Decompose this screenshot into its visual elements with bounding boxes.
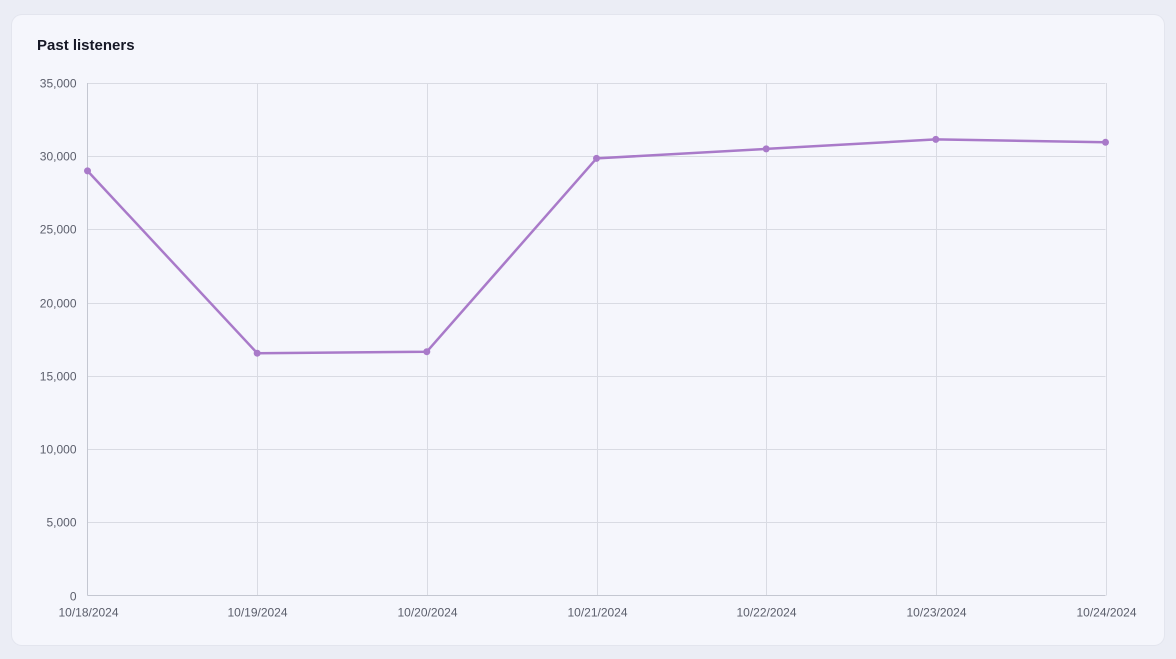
y-tick-label: 10,000 bbox=[40, 443, 77, 457]
data-point bbox=[1102, 138, 1109, 146]
x-tick-label: 10/22/2024 bbox=[736, 606, 796, 620]
series-line bbox=[86, 138, 1107, 355]
x-tick-label: 10/20/2024 bbox=[397, 606, 457, 620]
listeners-line-chart: 0 5,000 10,000 15,000 20,000 25,000 30,000 35,0… bbox=[40, 77, 1137, 620]
y-tick-label: 0 bbox=[70, 590, 77, 604]
chart-series bbox=[84, 135, 1109, 357]
y-tick-label: 30,000 bbox=[40, 150, 77, 164]
x-tick-label: 10/24/2024 bbox=[1076, 606, 1136, 620]
data-point bbox=[762, 145, 770, 153]
x-axis-ticks: 10/18/2024 10/19/2024 10/20/2024 10/21/2024… bbox=[58, 606, 1136, 620]
data-point bbox=[932, 135, 940, 143]
card-title: Past listeners bbox=[37, 37, 135, 54]
y-axis-ticks: 0 5,000 10,000 15,000 20,000 25,000 30,000 35,0… bbox=[40, 77, 77, 604]
chart-grid bbox=[87, 83, 1107, 596]
data-point bbox=[84, 167, 91, 175]
x-tick-label: 10/19/2024 bbox=[227, 606, 287, 620]
y-tick-label: 25,000 bbox=[40, 223, 77, 237]
x-tick-label: 10/18/2024 bbox=[58, 606, 118, 620]
data-point bbox=[253, 349, 261, 357]
data-point bbox=[593, 154, 600, 162]
y-tick-label: 5,000 bbox=[46, 516, 76, 530]
y-tick-label: 35,000 bbox=[40, 77, 77, 91]
y-tick-label: 20,000 bbox=[40, 297, 77, 311]
data-point bbox=[423, 348, 431, 356]
x-tick-label: 10/23/2024 bbox=[906, 606, 966, 620]
listeners-card: Past listeners 0 5,000 10,000 15,000 20,000 2… bbox=[12, 15, 1164, 645]
x-tick-label: 10/21/2024 bbox=[567, 606, 627, 620]
y-tick-label: 15,000 bbox=[40, 370, 77, 384]
